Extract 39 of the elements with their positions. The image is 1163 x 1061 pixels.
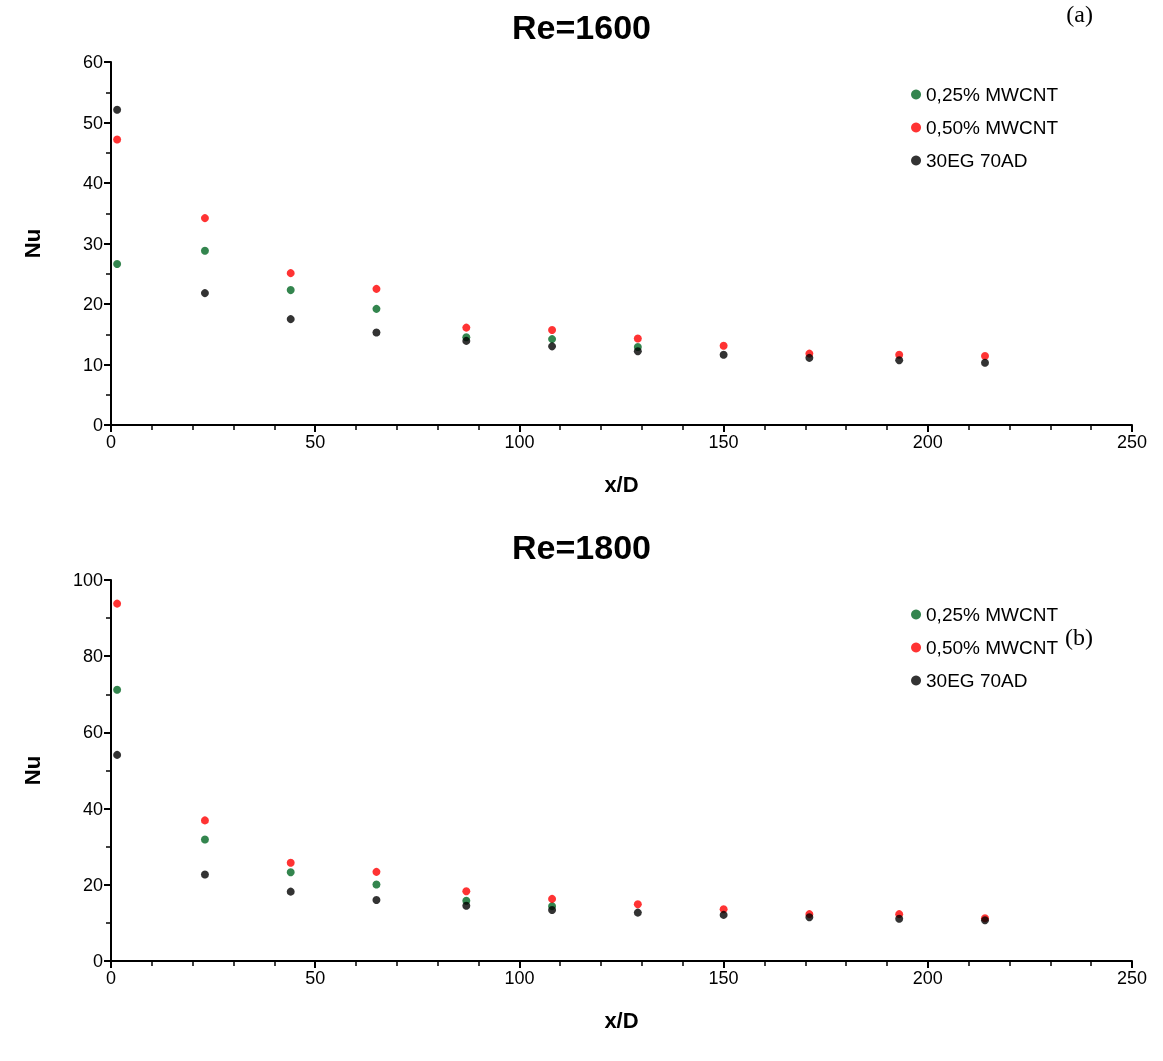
y-tick-label: 10 xyxy=(82,354,103,375)
y-tick-label: 20 xyxy=(82,294,103,314)
y-tick-label: 30 xyxy=(82,233,103,254)
x-tick-label: 200 xyxy=(912,432,943,452)
x-tick-label: 250 xyxy=(1116,432,1148,452)
x-axis-title: x/D xyxy=(604,1007,639,1033)
y-axis-title: Nu xyxy=(19,228,45,259)
legend-label: 30EG 70AD xyxy=(926,670,1028,691)
x-tick-label: 200 xyxy=(912,968,943,988)
legend-label: 0,50% MWCNT xyxy=(926,117,1059,138)
legend-label: 0,25% MWCNT xyxy=(926,84,1059,105)
x-tick-label: 50 xyxy=(305,432,326,452)
x-axis-title: x/D xyxy=(604,471,639,497)
text: (a) xyxy=(1066,1,1093,27)
x-tick-label: 50 xyxy=(305,968,326,988)
y-tick-label: 0 xyxy=(92,951,103,971)
y-tick-label: 100 xyxy=(72,570,103,590)
x-tick-label: 150 xyxy=(708,968,739,988)
x-tick-label: 150 xyxy=(708,432,739,452)
y-tick-label: 80 xyxy=(82,646,103,667)
x-tick-label: 0 xyxy=(105,432,117,452)
legend-label: 30EG 70AD xyxy=(926,150,1028,171)
legend-label: 0,50% MWCNT xyxy=(926,637,1059,658)
x-tick-label: 250 xyxy=(1116,968,1148,988)
x-tick-label: 100 xyxy=(504,432,535,452)
x-tick-label: 0 xyxy=(105,968,117,988)
chart-title: Re=1800 xyxy=(512,528,651,566)
annotation: (b) xyxy=(1065,624,1093,650)
y-tick-label: 60 xyxy=(82,722,103,743)
legend-label: 0,25% MWCNT xyxy=(926,604,1059,625)
x-tick-label: 100 xyxy=(504,968,535,988)
y-tick-label: 40 xyxy=(82,173,103,193)
y-axis-title: Nu xyxy=(19,755,45,786)
y-tick-label: 20 xyxy=(82,874,103,895)
y-tick-label: 0 xyxy=(92,415,103,435)
y-tick-label: 40 xyxy=(82,798,103,819)
y-tick-label: 50 xyxy=(82,112,103,133)
y-tick-label: 60 xyxy=(82,52,103,72)
chart-title: Re=1600 xyxy=(512,8,651,46)
